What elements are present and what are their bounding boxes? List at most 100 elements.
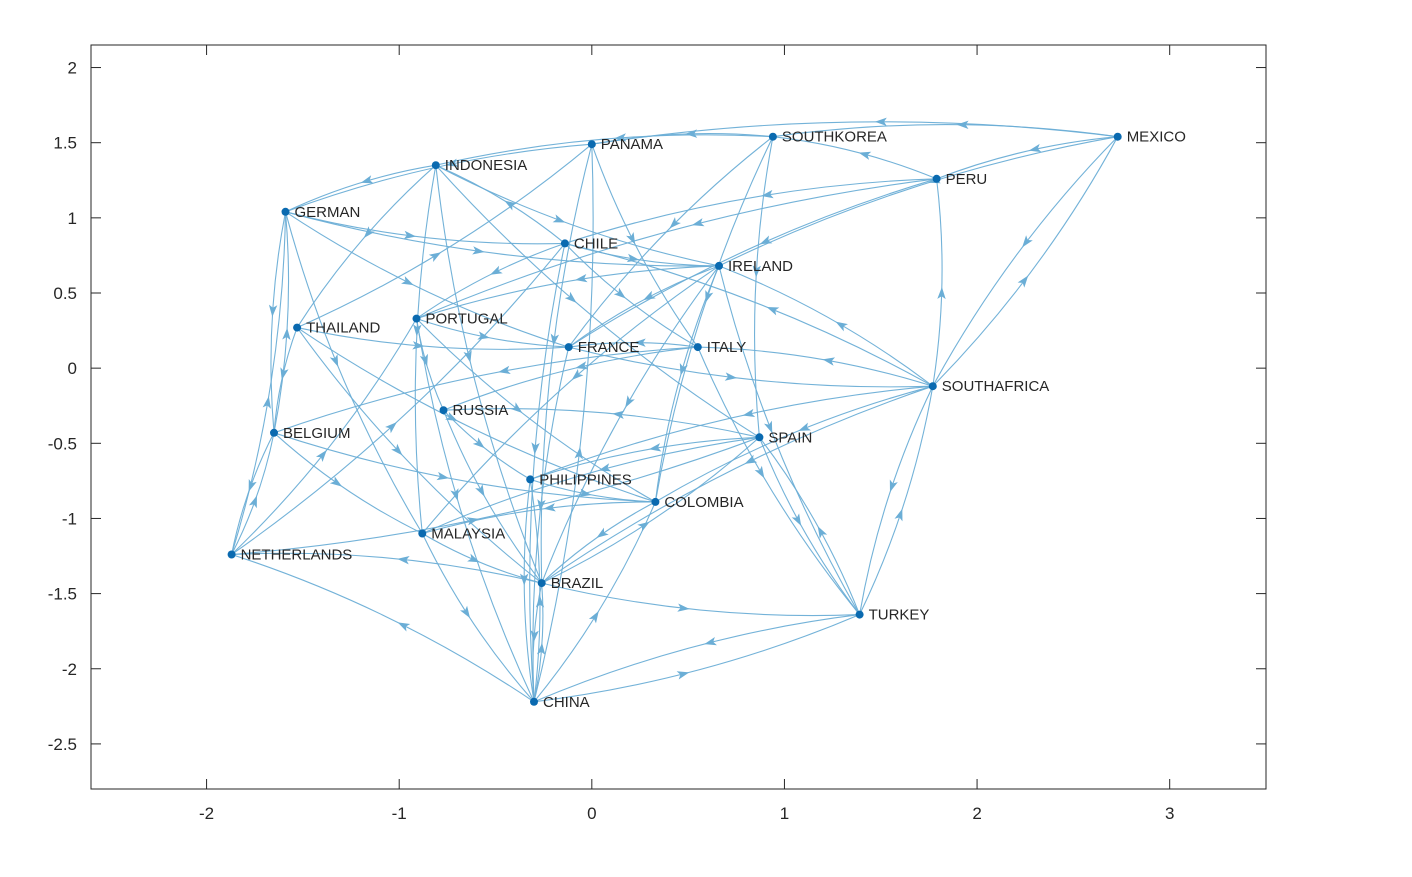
edge-line bbox=[231, 553, 535, 703]
edge-malaysia-to-china bbox=[421, 533, 535, 703]
node-label-southafrica: SOUTHAFRICA bbox=[942, 378, 1050, 395]
edge-chile-to-indonesia bbox=[435, 164, 566, 244]
node-chile bbox=[560, 239, 569, 248]
edge-china-to-turkey bbox=[533, 614, 860, 703]
edge-arrowhead bbox=[598, 463, 612, 472]
edge-line bbox=[533, 501, 656, 703]
edge-arrowhead bbox=[401, 276, 414, 286]
edge-line bbox=[541, 385, 933, 584]
edge-arrowhead bbox=[759, 235, 773, 245]
edge-german-to-ireland bbox=[285, 211, 720, 267]
edge-line bbox=[718, 136, 1118, 267]
edge-line bbox=[568, 342, 698, 348]
edge-arrowhead bbox=[677, 603, 690, 612]
edge-german-to-chile bbox=[285, 211, 565, 245]
edge-line bbox=[591, 121, 1118, 145]
node-turkey bbox=[855, 610, 864, 619]
edge-arrowhead bbox=[835, 321, 848, 332]
node-label-italy: ITALY bbox=[707, 339, 746, 356]
edge-line bbox=[568, 346, 933, 388]
edge-line bbox=[541, 265, 720, 584]
edge-line bbox=[422, 436, 760, 535]
edge-line bbox=[435, 164, 720, 267]
edge-turkey-to-spain bbox=[758, 436, 861, 615]
edge-arrowhead bbox=[676, 671, 690, 680]
edge-southafrica-to-philippines bbox=[530, 385, 933, 480]
node-label-german: GERMAN bbox=[295, 204, 361, 221]
node-labels-layer: PANAMA SOUTHKOREA MEXICO INDONESIA PERU GERMA… bbox=[241, 129, 1186, 711]
edge-line bbox=[564, 242, 934, 387]
node-thailand bbox=[293, 323, 302, 332]
node-label-malaysia: MALAYSIA bbox=[431, 526, 505, 543]
edge-arrowhead bbox=[633, 338, 646, 347]
edge-line bbox=[568, 265, 720, 348]
edge-arrowhead bbox=[791, 513, 802, 526]
edge-arrowhead bbox=[894, 508, 903, 522]
edge-arrowhead bbox=[752, 265, 761, 278]
edge-colombia-to-malaysia bbox=[422, 501, 656, 535]
edge-turkey-to-china bbox=[533, 614, 860, 703]
edge-line bbox=[284, 211, 423, 534]
y-tick-label: 0 bbox=[68, 359, 77, 378]
edge-arrowhead bbox=[519, 573, 529, 586]
node-label-peru: PERU bbox=[946, 171, 988, 188]
edge-arrowhead bbox=[626, 231, 636, 245]
edge-line bbox=[591, 144, 699, 348]
edge-italy-to-belgium bbox=[273, 346, 698, 434]
edge-line bbox=[285, 211, 565, 245]
edge-brazil-to-turkey bbox=[541, 582, 860, 617]
edge-brazil-to-spain bbox=[541, 436, 760, 584]
edge-arrowhead bbox=[397, 555, 410, 565]
edge-arrowhead bbox=[385, 422, 397, 434]
edge-indonesia-to-german bbox=[285, 164, 436, 213]
edge-line bbox=[435, 164, 566, 244]
node-label-turkey: TURKEY bbox=[869, 607, 930, 624]
edge-arrowhead bbox=[822, 357, 836, 366]
edge-colombia-to-brazil bbox=[541, 501, 656, 584]
node-label-mexico: MEXICO bbox=[1127, 129, 1186, 146]
edge-russia-to-philippines bbox=[443, 409, 531, 480]
edge-arrowhead bbox=[564, 291, 577, 303]
edge-arrowhead bbox=[428, 252, 442, 262]
node-southkorea bbox=[768, 132, 777, 141]
node-ireland bbox=[715, 261, 723, 270]
node-label-netherlands: NETHERLANDS bbox=[241, 547, 353, 564]
edge-southafrica-to-mexico bbox=[932, 136, 1119, 387]
edge-line bbox=[435, 134, 773, 166]
edge-arrowhead bbox=[329, 476, 343, 487]
edge-arrowhead bbox=[403, 230, 417, 240]
edge-arrowhead bbox=[637, 521, 650, 532]
edge-line bbox=[936, 136, 1118, 180]
edge-chile-to-china bbox=[529, 243, 566, 702]
edge-arrowhead bbox=[575, 274, 588, 283]
node-label-southkorea: SOUTHKOREA bbox=[782, 129, 887, 146]
edge-spain-to-turkey bbox=[758, 437, 861, 615]
node-label-portugal: PORTUGAL bbox=[426, 311, 508, 328]
edge-china-to-netherlands bbox=[231, 553, 535, 703]
edge-china-to-colombia bbox=[533, 501, 656, 703]
x-tick-label: 0 bbox=[587, 804, 596, 823]
edge-arrowhead bbox=[498, 365, 511, 375]
edge-german-to-france bbox=[285, 211, 569, 348]
edge-spain-to-malaysia bbox=[422, 436, 760, 535]
edge-thailand-to-brazil bbox=[296, 327, 543, 584]
edge-line bbox=[414, 165, 437, 534]
edges-layer bbox=[231, 117, 1119, 703]
node-label-panama: PANAMA bbox=[601, 136, 663, 153]
edge-line bbox=[443, 408, 760, 438]
edge-arrowhead bbox=[648, 443, 662, 452]
node-label-indonesia: INDONESIA bbox=[445, 157, 528, 174]
edge-line bbox=[296, 164, 437, 328]
edge-arrowhead bbox=[248, 479, 257, 492]
edge-arrowhead bbox=[571, 368, 584, 381]
edge-arrowhead bbox=[360, 175, 374, 184]
edge-arrowhead bbox=[596, 527, 609, 538]
edge-thailand-to-belgium bbox=[273, 327, 298, 433]
edge-southkorea-to-france bbox=[568, 136, 774, 348]
node-indonesia bbox=[431, 161, 440, 170]
edge-line bbox=[416, 318, 569, 348]
edge-southkorea-to-colombia bbox=[654, 136, 774, 502]
y-tick-label: 1 bbox=[68, 209, 77, 228]
